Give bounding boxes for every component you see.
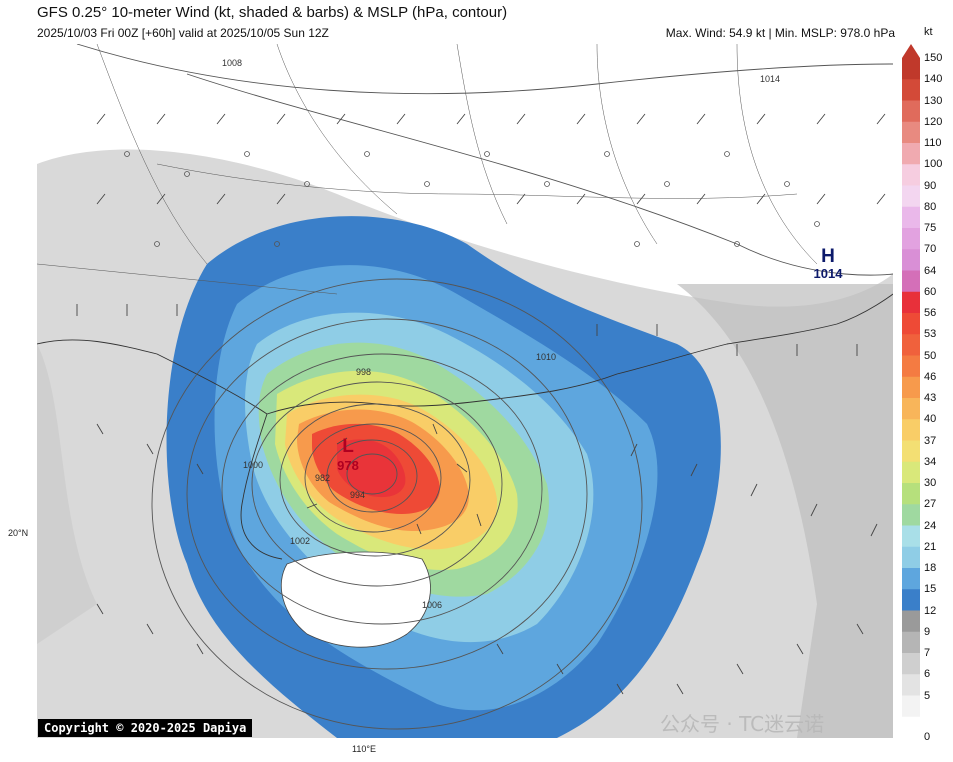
province-borders — [37, 44, 818, 295]
wind-barbs — [76, 113, 886, 695]
colorbar-tick-label: 9 — [924, 625, 931, 638]
colorbar-segment — [902, 185, 920, 208]
colorbar-segment — [902, 206, 920, 229]
isobar-label: 1008 — [222, 58, 243, 68]
colorbar-segment — [902, 695, 920, 718]
colorbar-unit: kt — [924, 26, 933, 38]
colorbar-tick-label: 5 — [924, 689, 931, 702]
colorbar-tick-label: 46 — [924, 370, 937, 383]
colorbar-segment — [902, 525, 920, 548]
colorbar-segment — [902, 504, 920, 526]
isobar-label: 1000 — [243, 460, 264, 470]
colorbar-tick-label: 27 — [924, 498, 937, 511]
low-pressure-value: 978 — [337, 458, 359, 473]
colorbar-tick-label: 90 — [924, 179, 937, 192]
colorbar-segment — [902, 716, 920, 738]
isobar-label: 982 — [315, 473, 331, 483]
colorbar-tick-label: 0 — [924, 731, 931, 743]
latitude-label: 20°N — [8, 528, 29, 538]
colorbar-segment — [902, 589, 920, 611]
max-min-stats: Max. Wind: 54.9 kt | Min. MSLP: 978.0 hP… — [665, 26, 895, 40]
isobar-label: 1014 — [760, 74, 781, 84]
valid-time: 2025/10/03 Fri 00Z [+60h] valid at 2025/… — [37, 26, 329, 40]
colorbar-tick-label: 100 — [924, 158, 943, 171]
isobar-label: 1006 — [422, 600, 443, 610]
colorbar-tick-label: 7 — [924, 647, 931, 659]
map-canvas — [37, 44, 893, 738]
colorbar-tick-label: 75 — [924, 222, 937, 234]
colorbar-segment — [902, 249, 920, 271]
colorbar-tick-label: 37 — [924, 434, 937, 447]
wind-map — [37, 44, 893, 738]
colorbar-segment — [902, 419, 920, 441]
isobar-label: 994 — [350, 490, 366, 500]
colorbar-tick-label: 24 — [924, 519, 937, 532]
calm-markers — [124, 151, 820, 247]
colorbar-tick-label: 120 — [924, 115, 943, 128]
colorbar-segment — [902, 164, 920, 186]
colorbar-tick-label: 34 — [924, 455, 937, 468]
colorbar-segment — [902, 440, 920, 463]
colorbar-segment — [902, 674, 920, 696]
colorbar-tick-label: 64 — [924, 264, 937, 277]
colorbar-cap — [902, 44, 920, 58]
colorbar-segment — [902, 100, 920, 123]
isobar-label: 998 — [356, 367, 372, 377]
colorbar-segment — [902, 270, 920, 293]
high-pressure-center: H — [821, 246, 835, 267]
colorbar — [902, 44, 920, 738]
high-pressure-value: 1014 — [813, 266, 843, 281]
colorbar-tick-label: 140 — [924, 73, 943, 86]
colorbar-tick-label: 40 — [924, 413, 937, 426]
coastline — [37, 293, 893, 415]
colorbar-tick-label: 50 — [924, 349, 937, 362]
colorbar-tick-label: 80 — [924, 200, 937, 213]
colorbar-ticks: 150 140 130 120 110 100 90 80 75 70 64 60 56 53 50 46 43… — [924, 0, 952, 762]
colorbar-segment — [902, 228, 920, 250]
colorbar-segment — [902, 461, 920, 484]
isobar-label: 1002 — [290, 536, 311, 546]
colorbar-segment — [902, 143, 920, 165]
colorbar-segment — [902, 631, 920, 654]
colorbar-tick-label: 130 — [924, 94, 943, 107]
watermark: 公众号 · TC迷云诺 — [660, 712, 825, 736]
colorbar-segment — [902, 355, 920, 378]
copyright-notice: Copyright © 2020-2025 Dapiya — [38, 719, 253, 737]
colorbar-segment — [902, 313, 920, 335]
colorbar-segment — [902, 121, 920, 144]
colorbar-segment — [902, 568, 920, 590]
colorbar-tick-label: 60 — [924, 285, 937, 298]
colorbar-tick-label: 15 — [924, 583, 937, 596]
longitude-label: 110°E — [352, 744, 376, 754]
colorbar-tick-label: 43 — [924, 392, 937, 404]
chart-title: GFS 0.25° 10-meter Wind (kt, shaded & ba… — [37, 4, 508, 21]
colorbar-tick-label: 110 — [924, 137, 942, 149]
colorbar-tick-label: 150 — [924, 52, 943, 64]
colorbar-segment — [902, 334, 920, 356]
colorbar-segment — [902, 610, 920, 633]
colorbar-segment — [902, 58, 920, 80]
colorbar-segment — [902, 653, 920, 675]
colorbar-tick-label: 21 — [924, 540, 937, 553]
colorbar-tick-label: 6 — [924, 668, 931, 681]
colorbar-tick-label: 18 — [924, 562, 937, 574]
colorbar-tick-label: 70 — [924, 243, 937, 256]
low-pressure-center: L — [342, 436, 354, 457]
colorbar-segment — [902, 376, 920, 399]
colorbar-tick-label: 56 — [924, 307, 937, 319]
isobars — [76, 44, 893, 730]
colorbar-segment — [902, 398, 920, 420]
colorbar-tick-label: 53 — [924, 328, 937, 341]
isobar-label: 1010 — [536, 352, 557, 362]
colorbar-segment — [902, 79, 920, 101]
colorbar-tick-label: 12 — [924, 604, 937, 617]
colorbar-segment — [902, 546, 920, 569]
colorbar-segment — [902, 483, 920, 505]
colorbar-segment — [902, 291, 920, 314]
colorbar-tick-label: 30 — [924, 477, 937, 489]
